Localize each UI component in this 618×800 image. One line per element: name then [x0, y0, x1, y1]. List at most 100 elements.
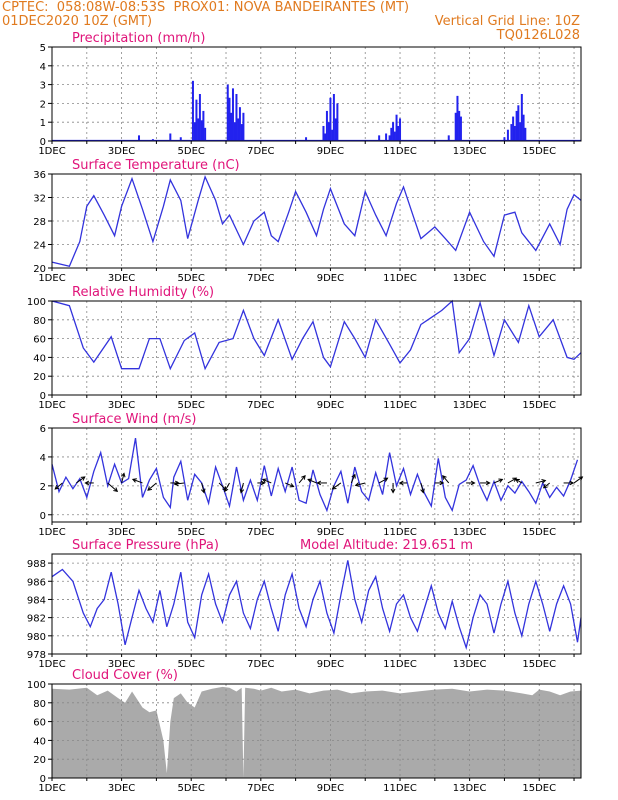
precipitation-bar: [378, 135, 381, 141]
temperature-title: Surface Temperature (nC): [72, 158, 240, 173]
header-location: CPTEC: 058:08W-08:53S PROX01: NOVA BANDE…: [2, 0, 410, 15]
wind-arrow-head: [113, 487, 119, 493]
wind-arrow-shaft: [132, 478, 143, 484]
pressure-xtick-label: 11DEC: [383, 659, 417, 670]
precipitation-xtick-label: 15DEC: [522, 146, 556, 157]
temperature-ytick-label: 36: [33, 170, 46, 181]
precipitation-ytick-label: 3: [40, 81, 46, 92]
pressure-xtick-label: 5DEC: [178, 659, 205, 670]
wind-arrow-head: [173, 481, 179, 487]
wind-arrow-head: [512, 477, 518, 482]
wind-arrow: [398, 480, 407, 486]
wind-arrow-shaft: [107, 482, 118, 492]
wind-arrow-shaft: [174, 482, 185, 485]
humidity-ytick-label: 40: [33, 353, 46, 364]
temperature-ytick-label: 20: [33, 264, 46, 275]
cloud-cover-xtick-label: 11DEC: [383, 783, 417, 794]
precipitation-bar: [515, 110, 518, 141]
temperature-ytick-label: 32: [33, 194, 46, 205]
precipitation-bar: [447, 135, 450, 141]
wind-arrow: [466, 480, 476, 486]
pressure-xtick-label: 3DEC: [108, 659, 135, 670]
precipitation-bar: [198, 94, 201, 141]
precipitation-ytick-label: 2: [40, 99, 46, 110]
wind-arrow-shaft: [507, 477, 517, 484]
humidity-ytick-label: 80: [33, 316, 46, 327]
precipitation-panel: 0 1 2 3 4 5 1DEC 3DEC 5DEC 7DEC 9DEC 11DEC 13DEC 15DE…: [38, 31, 582, 157]
wind-xtick-label: 11DEC: [383, 527, 417, 538]
pressure-xtick-label: 15DEC: [522, 659, 556, 670]
wind-arrow-shaft: [515, 478, 523, 484]
precipitation-bar: [191, 80, 194, 141]
wind-arrow-head: [420, 488, 425, 494]
wind-arrow-head: [470, 480, 476, 486]
temperature-panel: 20 24 28 32 36 1DEC 3DEC 5DEC 7DEC 9DEC 11DEC 13DEC…: [33, 158, 582, 284]
humidity-ytick-label: 0: [40, 391, 46, 402]
wind-arrow: [331, 482, 342, 490]
precipitation-bar: [332, 94, 335, 141]
pressure-title: Surface Pressure (hPa): [72, 538, 219, 553]
precipitation-bar: [458, 110, 461, 141]
precipitation-bar: [169, 133, 172, 141]
wind-xtick-label: 13DEC: [453, 527, 487, 538]
wind-arrow-head: [383, 477, 389, 482]
cloud-cover-xtick-label: 5DEC: [178, 783, 205, 794]
wind-title: Surface Wind (m/s): [72, 412, 196, 427]
pressure-series-line: [51, 560, 582, 650]
wind-arrow-head: [147, 486, 153, 491]
precipitation-bar: [524, 127, 527, 141]
cloud-cover-ytick-label: 80: [33, 699, 46, 710]
wind-xtick-label: 15DEC: [522, 527, 556, 538]
wind-arrow-shaft: [240, 482, 244, 493]
wind-arrow: [535, 479, 547, 484]
wind-arrow-shaft: [76, 476, 86, 484]
wind-arrow-head: [131, 478, 137, 483]
wind-arrow-head: [84, 480, 90, 486]
wind-series-line: [51, 437, 579, 513]
header-model-id: TQ0126L028: [496, 28, 580, 43]
wind-arrow-shaft: [147, 482, 157, 491]
precipitation-bar: [202, 110, 205, 141]
wind-arrow-shaft: [535, 480, 546, 484]
precipitation-bar: [329, 97, 332, 141]
temperature-xtick-label: 1DEC: [38, 273, 65, 284]
temperature-ytick-label: 24: [33, 241, 46, 252]
humidity-xtick-label: 13DEC: [453, 400, 487, 411]
wind-arrow-head: [261, 478, 267, 483]
cloud-cover-ytick-label: 40: [33, 736, 46, 747]
wind-arrow-shaft: [378, 477, 388, 484]
precipitation-bar: [390, 127, 393, 141]
cloud-cover-title: Cloud Cover (%): [72, 668, 178, 683]
pressure-ytick-label: 988: [27, 559, 46, 570]
precipitation-bar: [454, 112, 457, 141]
wind-arrow-head: [390, 488, 396, 494]
wind-arrow-head: [316, 480, 322, 486]
precipitation-bar: [397, 125, 400, 141]
pressure-xtick-label: 1DEC: [38, 659, 65, 670]
precipitation-bar: [179, 137, 182, 141]
pressure-annotation: Model Altitude: 219.651 m: [300, 538, 473, 553]
wind-arrow-head: [301, 474, 306, 480]
precipitation-ytick-label: 0: [40, 137, 46, 148]
wind-arrow-head: [439, 480, 445, 486]
precipitation-bar: [228, 97, 231, 141]
wind-arrow-head: [307, 478, 313, 483]
humidity-xtick-label: 15DEC: [522, 400, 556, 411]
precipitation-xtick-label: 13DEC: [453, 146, 487, 157]
wind-arrow: [284, 482, 295, 488]
wind-arrow: [563, 480, 575, 486]
wind-arrow: [350, 473, 356, 484]
wind-arrow: [507, 477, 518, 484]
wind-arrow-shaft: [284, 482, 294, 488]
precipitation-bar: [331, 129, 334, 141]
humidity-frame: [51, 300, 582, 396]
precipitation-ytick-label: 1: [40, 118, 46, 129]
pressure-ytick-label: 980: [27, 632, 46, 643]
precipitation-xtick-label: 5DEC: [178, 146, 205, 157]
cloud-cover-ytick-label: 60: [33, 718, 46, 729]
wind-arrow-head: [260, 480, 266, 486]
wind-arrow-head: [289, 483, 295, 488]
precipitation-bar: [233, 122, 236, 141]
wind-ytick-label: 2: [40, 482, 46, 493]
precipitation-bar: [322, 125, 325, 141]
